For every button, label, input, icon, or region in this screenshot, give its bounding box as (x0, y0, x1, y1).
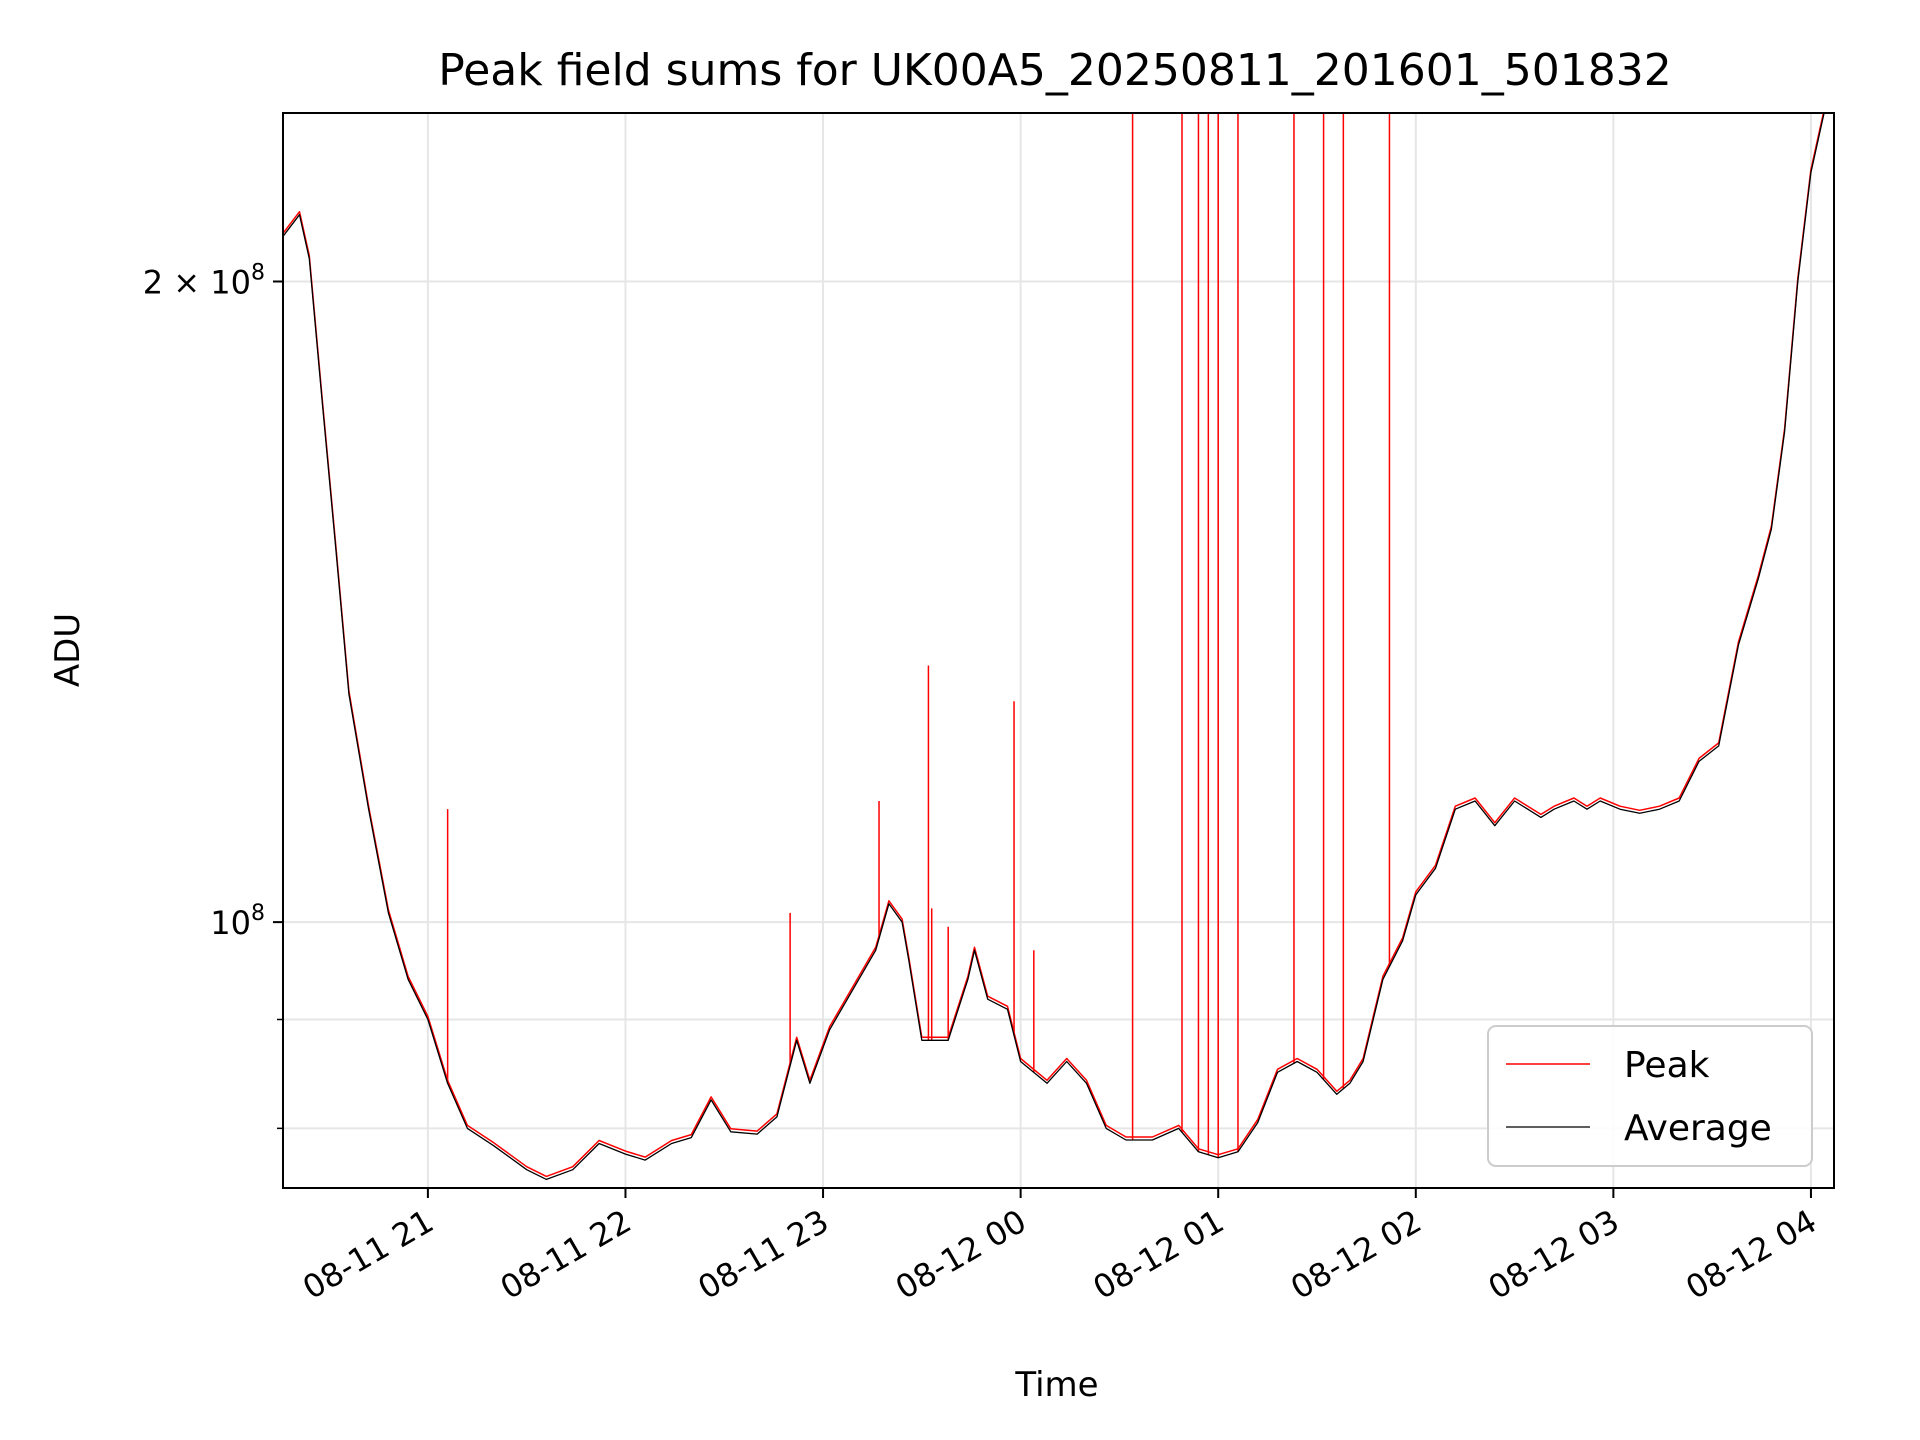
chart-title: Peak field sums for UK00A5_20250811_2016… (438, 45, 1671, 96)
y-tick-label: 108 (210, 901, 265, 942)
y-axis: 108 2 × 108 (143, 261, 283, 1130)
plot-area (283, 113, 1834, 1181)
plot-frame (282, 112, 1835, 1189)
legend-box (1487, 1025, 1813, 1167)
y-tick-label: 2 × 108 (143, 261, 265, 302)
peak-series-line (283, 113, 1825, 1178)
legend-average-label: Average (1624, 1108, 1772, 1149)
legend: Peak Average (1487, 1025, 1813, 1167)
average-series-line (283, 113, 1834, 1181)
x-axis-label: Time (1014, 1365, 1098, 1405)
legend-peak-label: Peak (1624, 1045, 1710, 1086)
series-group (283, 113, 1834, 1181)
y-axis-label: ADU (48, 613, 88, 687)
